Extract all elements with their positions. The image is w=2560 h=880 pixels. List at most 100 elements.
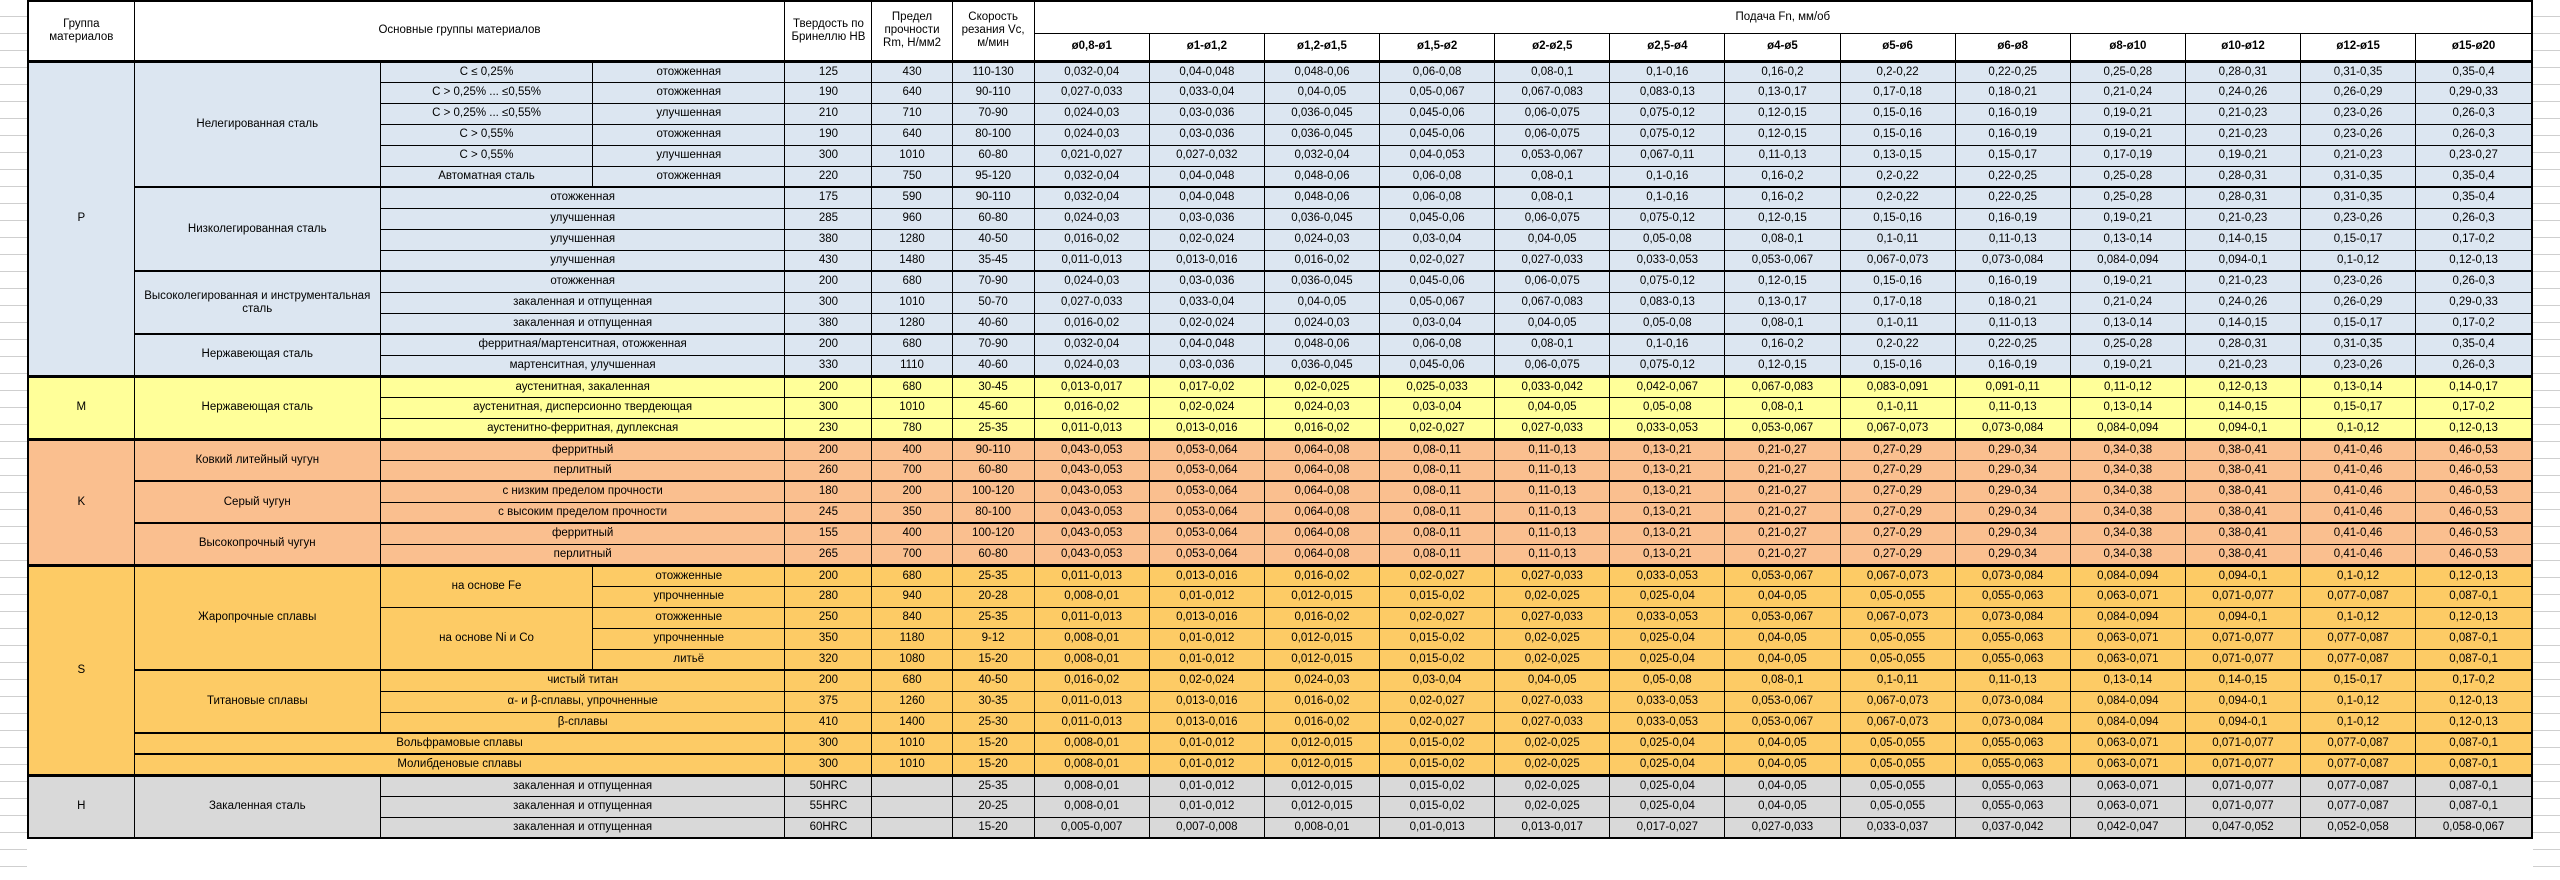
material-state-cell[interactable]: чистый титан: [379, 669, 786, 692]
feed-cell[interactable]: 0,052-0,058: [2300, 816, 2417, 839]
feed-cell[interactable]: 0,15-0,17: [2300, 228, 2417, 251]
feed-cell[interactable]: 0,055-0,063: [1954, 773, 2071, 797]
feed-cell[interactable]: 0,077-0,087: [2300, 627, 2417, 650]
feed-cell[interactable]: 0,1-0,12: [2300, 249, 2417, 272]
hardness-cell[interactable]: 320: [784, 648, 873, 671]
strength-cell[interactable]: 640: [871, 81, 953, 104]
diameter-header[interactable]: ø15-ø20: [2415, 32, 2533, 62]
submaterial-cell[interactable]: C > 0,55%: [379, 144, 594, 167]
feed-cell[interactable]: 0,053-0,067: [1724, 249, 1841, 272]
feed-cell[interactable]: 0,15-0,17: [1954, 144, 2071, 167]
speed-cell[interactable]: 100-120: [951, 522, 1035, 545]
hardness-cell[interactable]: 410: [784, 711, 873, 734]
feed-cell[interactable]: 0,01-0,012: [1148, 753, 1265, 776]
strength-cell[interactable]: 780: [871, 417, 953, 440]
feed-cell[interactable]: 0,063-0,071: [2069, 627, 2186, 650]
feed-cell[interactable]: 0,027-0,033: [1033, 291, 1150, 314]
feed-cell[interactable]: 0,075-0,12: [1609, 207, 1726, 230]
feed-cell[interactable]: 0,21-0,27: [1724, 522, 1841, 545]
hardness-cell[interactable]: 175: [784, 186, 873, 209]
feed-cell[interactable]: 0,033-0,053: [1609, 417, 1726, 440]
feed-cell[interactable]: 0,063-0,071: [2069, 753, 2186, 776]
strength-cell[interactable]: 750: [871, 165, 953, 188]
feed-cell[interactable]: 0,024-0,03: [1033, 102, 1150, 125]
strength-cell[interactable]: 1280: [871, 312, 953, 335]
feed-cell[interactable]: 0,21-0,23: [2184, 270, 2302, 293]
feed-cell[interactable]: 0,015-0,02: [1379, 585, 1496, 608]
feed-cell[interactable]: 0,16-0,2: [1724, 165, 1841, 188]
feed-cell[interactable]: 0,015-0,02: [1379, 627, 1496, 650]
feed-cell[interactable]: 0,14-0,15: [2184, 228, 2302, 251]
feed-cell[interactable]: 0,21-0,27: [1724, 543, 1841, 566]
feed-cell[interactable]: 0,024-0,03: [1033, 123, 1150, 146]
feed-cell[interactable]: 0,008-0,01: [1033, 753, 1150, 776]
feed-cell[interactable]: 0,27-0,29: [1839, 501, 1956, 524]
feed-cell[interactable]: 0,047-0,052: [2184, 816, 2302, 839]
speed-cell[interactable]: 35-45: [951, 249, 1035, 272]
material-family-cell[interactable]: Нелегированная сталь: [133, 59, 381, 188]
feed-cell[interactable]: 0,26-0,3: [2415, 102, 2533, 125]
material-state-cell[interactable]: α- и β-сплавы, упрочненные: [379, 690, 786, 713]
feed-cell[interactable]: 0,12-0,15: [1724, 123, 1841, 146]
hardness-cell[interactable]: 285: [784, 207, 873, 230]
feed-cell[interactable]: 0,064-0,08: [1263, 543, 1381, 566]
material-state-cell[interactable]: закаленная и отпущенная: [379, 795, 786, 818]
feed-cell[interactable]: 0,067-0,073: [1839, 606, 1956, 629]
feed-cell[interactable]: 0,087-0,1: [2415, 585, 2533, 608]
feed-cell[interactable]: 0,055-0,063: [1954, 648, 2071, 671]
feed-cell[interactable]: 0,34-0,38: [2069, 437, 2186, 461]
feed-cell[interactable]: 0,091-0,11: [1954, 374, 2071, 398]
feed-cell[interactable]: 0,31-0,35: [2300, 59, 2417, 83]
material-state-cell[interactable]: улучшенная: [379, 228, 786, 251]
hardness-cell[interactable]: 330: [784, 354, 873, 377]
material-family-cell[interactable]: Высоколегированная и инструментальная ст…: [133, 270, 381, 335]
feed-cell[interactable]: 0,19-0,21: [2184, 144, 2302, 167]
feed-cell[interactable]: 0,06-0,08: [1379, 165, 1496, 188]
feed-cell[interactable]: 0,02-0,025: [1263, 374, 1381, 398]
feed-cell[interactable]: 0,025-0,04: [1609, 627, 1726, 650]
feed-cell[interactable]: 0,27-0,29: [1839, 543, 1956, 566]
feed-cell[interactable]: 0,15-0,17: [2300, 312, 2417, 335]
group-code-cell[interactable]: P: [27, 59, 135, 377]
speed-cell[interactable]: 20-28: [951, 585, 1035, 608]
feed-cell[interactable]: 0,35-0,4: [2415, 165, 2533, 188]
feed-cell[interactable]: 0,11-0,13: [1954, 312, 2071, 335]
feed-cell[interactable]: 0,08-0,1: [1724, 312, 1841, 335]
feed-cell[interactable]: 0,11-0,13: [1494, 480, 1611, 503]
material-family-cell[interactable]: Жаропрочные сплавы: [133, 563, 381, 671]
material-state-cell[interactable]: закаленная и отпущенная: [379, 312, 786, 335]
feed-cell[interactable]: 0,012-0,015: [1263, 585, 1381, 608]
feed-cell[interactable]: 0,077-0,087: [2300, 585, 2417, 608]
feed-cell[interactable]: 0,04-0,05: [1263, 291, 1381, 314]
state-cell[interactable]: упрочненные: [592, 585, 786, 608]
feed-cell[interactable]: 0,02-0,027: [1379, 711, 1496, 734]
speed-cell[interactable]: 60-80: [951, 207, 1035, 230]
feed-cell[interactable]: 0,063-0,071: [2069, 773, 2186, 797]
feed-cell[interactable]: 0,067-0,083: [1724, 374, 1841, 398]
feed-cell[interactable]: 0,26-0,29: [2300, 291, 2417, 314]
feed-cell[interactable]: 0,045-0,06: [1379, 270, 1496, 293]
feed-cell[interactable]: 0,46-0,53: [2415, 480, 2533, 503]
feed-cell[interactable]: 0,21-0,24: [2069, 291, 2186, 314]
strength-cell[interactable]: 680: [871, 333, 953, 356]
hardness-cell[interactable]: 60HRC: [784, 816, 873, 839]
feed-cell[interactable]: 0,11-0,13: [1954, 669, 2071, 692]
feed-cell[interactable]: 0,26-0,3: [2415, 270, 2533, 293]
feed-cell[interactable]: 0,045-0,06: [1379, 207, 1496, 230]
material-state-cell[interactable]: аустенитно-ферритная, дуплексная: [379, 417, 786, 440]
feed-cell[interactable]: 0,048-0,06: [1263, 59, 1381, 83]
strength-cell[interactable]: 700: [871, 459, 953, 482]
feed-cell[interactable]: 0,17-0,2: [2415, 312, 2533, 335]
strength-cell[interactable]: 680: [871, 270, 953, 293]
feed-cell[interactable]: 0,34-0,38: [2069, 543, 2186, 566]
material-state-cell[interactable]: с низким пределом прочности: [379, 480, 786, 503]
feed-cell[interactable]: 0,21-0,23: [2300, 144, 2417, 167]
strength-cell[interactable]: [871, 816, 953, 839]
feed-cell[interactable]: 0,027-0,033: [1033, 81, 1150, 104]
feed-cell[interactable]: 0,41-0,46: [2300, 480, 2417, 503]
feed-cell[interactable]: 0,05-0,067: [1379, 81, 1496, 104]
feed-cell[interactable]: 0,071-0,077: [2184, 648, 2302, 671]
feed-cell[interactable]: 0,13-0,14: [2300, 374, 2417, 398]
material-family-cell[interactable]: Вольфрамовые сплавы: [133, 732, 786, 755]
strength-cell[interactable]: 200: [871, 480, 953, 503]
